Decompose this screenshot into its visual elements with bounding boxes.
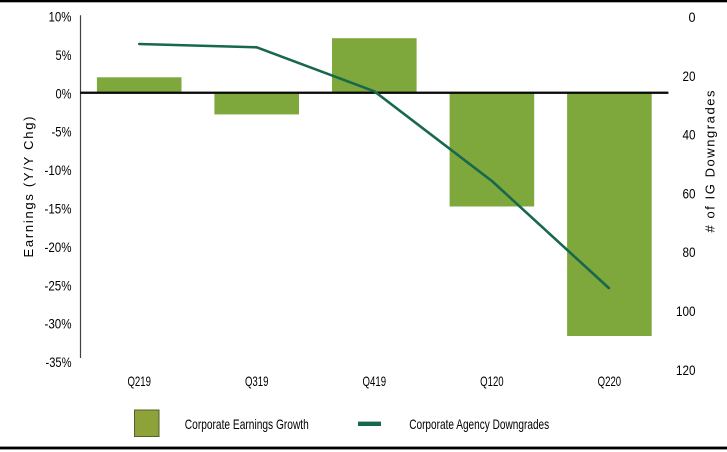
svg-text:40: 40 <box>683 127 696 143</box>
svg-text:-5%: -5% <box>52 124 72 140</box>
svg-text:10%: 10% <box>49 9 72 25</box>
svg-text:120: 120 <box>676 362 696 378</box>
svg-text:-15%: -15% <box>45 201 72 217</box>
svg-text:Earnings (Y/Y Chg): Earnings (Y/Y Chg) <box>21 117 36 258</box>
svg-text:# of IG Downgrades: # of IG Downgrades <box>703 90 718 233</box>
svg-text:Corporate Earnings Growth: Corporate Earnings Growth <box>185 416 309 432</box>
svg-text:60: 60 <box>683 185 696 201</box>
svg-text:20: 20 <box>683 68 696 84</box>
svg-text:100: 100 <box>676 303 696 319</box>
svg-text:-30%: -30% <box>45 316 72 332</box>
svg-text:-10%: -10% <box>45 162 72 178</box>
svg-text:Q219: Q219 <box>127 373 151 389</box>
svg-text:Corporate Agency Downgrades: Corporate Agency Downgrades <box>409 416 549 432</box>
svg-text:80: 80 <box>683 244 696 260</box>
svg-text:-35%: -35% <box>46 354 72 370</box>
svg-text:5%: 5% <box>56 47 72 63</box>
svg-text:-25%: -25% <box>45 277 72 293</box>
svg-text:0: 0 <box>689 9 696 25</box>
svg-text:-20%: -20% <box>45 239 72 255</box>
svg-text:Q419: Q419 <box>363 373 387 389</box>
svg-text:0%: 0% <box>56 85 72 101</box>
svg-text:Q120: Q120 <box>480 373 504 389</box>
svg-text:Q319: Q319 <box>245 373 269 389</box>
svg-text:Q220: Q220 <box>598 373 622 389</box>
